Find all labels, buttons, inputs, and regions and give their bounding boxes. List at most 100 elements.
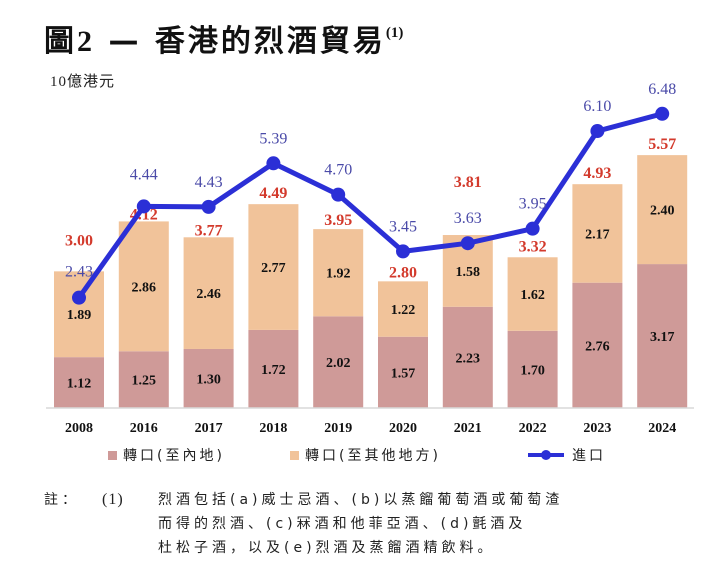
label-other: 1.89: [67, 308, 92, 323]
bar-mainland: [637, 264, 688, 408]
bar-other: [507, 257, 558, 331]
bar-other: [54, 271, 104, 358]
note-line: 杜松子酒，以及(e)烈酒及蒸餾酒精飲料。: [158, 540, 496, 556]
x-tick-label: 2024: [648, 421, 676, 436]
bar-mainland: [572, 282, 623, 408]
bar-other: [183, 237, 234, 349]
bar-mainland: [118, 351, 169, 408]
notes-text: 烈酒包括(a)威士忌酒、(b)以蒸餾葡萄酒或葡萄渣 而得的烈酒、(c)冧酒和他菲…: [158, 488, 698, 560]
label-mainland: 1.57: [391, 366, 416, 381]
bar-mainland: [507, 330, 558, 408]
note-line: 烈酒包括(a)威士忌酒、(b)以蒸餾葡萄酒或葡萄渣: [158, 492, 564, 508]
note-line: 而得的烈酒、(c)冧酒和他菲亞酒、(d)氈酒及: [158, 516, 527, 532]
title-dash: —: [95, 24, 155, 59]
total-label: 3.95: [324, 212, 352, 229]
label-other: 2.77: [261, 261, 286, 276]
label-other: 1.92: [326, 267, 351, 282]
chart-title: 圖2 — 香港的烈酒貿易(1): [44, 16, 403, 60]
label-other: 2.40: [650, 204, 675, 219]
total-label: 4.49: [259, 185, 287, 202]
imports-point: [396, 244, 410, 259]
imports-line: [76, 111, 663, 300]
x-tick-label: 2008: [65, 421, 93, 436]
legend-item-mainland: 轉口(至內地): [108, 445, 225, 465]
imports-label: 5.39: [259, 130, 287, 147]
x-tick-label: 2020: [389, 421, 417, 436]
x-tick-label: 2017: [195, 421, 223, 436]
total-label: 3.81: [454, 174, 482, 191]
x-tick-label: 2016: [130, 421, 158, 436]
legend-item-other: 轉口(至其他地方): [290, 445, 441, 465]
total-label: 5.57: [648, 136, 676, 153]
title-text: 香港的烈酒貿易: [154, 24, 386, 59]
title-number: 2: [77, 25, 95, 58]
legend-label-other: 轉口(至其他地方): [305, 448, 441, 464]
label-other: 2.17: [585, 227, 610, 242]
x-tick-label: 2018: [259, 421, 287, 436]
imports-point: [655, 106, 670, 121]
label-mainland: 1.30: [196, 372, 221, 387]
label-other: 2.46: [196, 287, 221, 302]
imports-label: 4.44: [130, 166, 158, 183]
segment-labels: 1.12 1.89 1.25 2.86 1.30 2.46 1.72 2.77 2.02 1.92…: [67, 204, 675, 392]
imports-label: 3.63: [454, 210, 482, 227]
label-mainland: 1.25: [132, 374, 157, 389]
legend: 轉口(至內地) 轉口(至其他地方) 進口: [0, 445, 704, 469]
bar-other: [572, 184, 623, 283]
imports-point: [460, 236, 475, 251]
x-tick-label: 2022: [519, 421, 547, 436]
bar-mainland: [313, 316, 364, 408]
label-mainland: 1.70: [520, 363, 545, 378]
label-mainland: 1.12: [67, 377, 92, 392]
label-mainland: 2.23: [456, 351, 481, 366]
legend-dot: [541, 450, 551, 460]
bar-mainland: [183, 348, 234, 408]
imports-label: 2.43: [65, 264, 93, 281]
bar-mainland: [248, 329, 299, 408]
bar-other: [248, 204, 299, 330]
imports-point: [331, 187, 346, 202]
label-other: 1.58: [456, 265, 481, 280]
imports-point: [136, 199, 151, 214]
imports-label: 6.48: [648, 81, 676, 98]
imports-point: [590, 124, 605, 139]
imports-label: 3.95: [519, 196, 547, 213]
bar-other: [378, 281, 428, 337]
bar-mainland: [54, 357, 104, 408]
total-label: 3.77: [195, 222, 223, 239]
label-mainland: 3.17: [650, 330, 675, 345]
imports-point: [201, 199, 216, 214]
total-label: 4.93: [583, 165, 611, 182]
bar-other: [637, 155, 688, 265]
imports-label: 4.43: [195, 174, 223, 191]
title-footnote-ref: (1): [385, 25, 404, 41]
legend-label-mainland: 轉口(至內地): [123, 448, 225, 464]
bar-other: [118, 221, 169, 352]
legend-item-imports: 進口: [528, 445, 606, 465]
label-other: 1.62: [520, 288, 545, 303]
label-mainland: 2.02: [326, 356, 351, 371]
legend-swatch-mainland: [108, 450, 117, 460]
label-other: 2.86: [132, 280, 157, 295]
imports-label: 4.70: [324, 162, 352, 179]
imports-point: [72, 290, 86, 305]
imports-point: [525, 221, 540, 236]
imports-line-group: [72, 106, 670, 305]
legend-label-imports: 進口: [572, 448, 606, 464]
total-label: 3.00: [65, 232, 93, 249]
bar-mainland: [378, 336, 428, 408]
imports-label: 3.45: [389, 218, 417, 235]
chart-svg: 2008 2016 2017 2018 2019 2020 2021 2022 2023 2024…: [46, 81, 694, 436]
total-label: 3.32: [519, 238, 547, 255]
imports-label: 6.10: [583, 98, 611, 115]
x-tick-label: 2019: [324, 421, 352, 436]
x-tick-label: 2023: [583, 421, 611, 436]
label-other: 1.22: [391, 303, 416, 318]
bar-other: [313, 229, 364, 317]
legend-swatch-imports: [528, 450, 564, 460]
label-mainland: 2.76: [585, 339, 610, 354]
title-prefix: 圖: [44, 24, 77, 59]
y-axis-unit-label: 10億港元: [50, 74, 116, 90]
notes-label: 註：: [44, 492, 80, 508]
total-label: 2.80: [389, 264, 417, 281]
